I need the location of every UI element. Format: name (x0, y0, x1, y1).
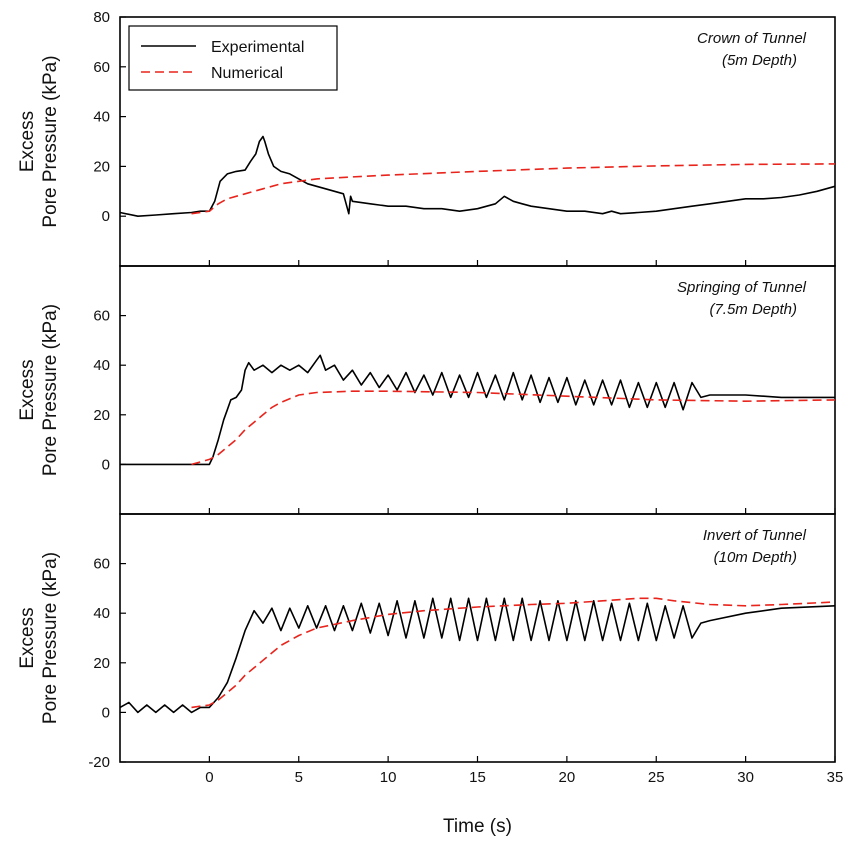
y-tick-label: 20 (93, 655, 110, 672)
x-tick-label: 35 (827, 769, 844, 786)
series-line-experimental (119, 135, 836, 217)
y-tick-label: 20 (93, 407, 110, 424)
y-tick-label: 60 (93, 59, 110, 76)
y-tick-label: 80 (93, 9, 110, 26)
y-axis-title-line1: Excess (17, 111, 38, 172)
y-tick-label: 40 (93, 605, 110, 622)
panel-annotation-depth: (7.5m Depth) (709, 301, 797, 318)
x-tick-label: 20 (559, 769, 576, 786)
x-tick-label: 5 (295, 769, 303, 786)
panel-annotation-title: Springing of Tunnel (677, 279, 807, 296)
panel-annotation-title: Crown of Tunnel (697, 30, 807, 47)
y-tick-label: 60 (93, 556, 110, 573)
panel-annotation-title: Invert of Tunnel (703, 527, 807, 544)
y-tick-label: 0 (102, 208, 110, 225)
x-axis-title: Time (s) (443, 816, 512, 837)
series-line-experimental (120, 354, 835, 466)
y-axis-title-line1: Excess (17, 359, 38, 420)
series-line-numerical (191, 597, 836, 709)
y-tick-label: 0 (102, 456, 110, 473)
series-line-numerical (191, 390, 836, 466)
series-line-numerical (191, 163, 836, 215)
panel-annotation-depth: (10m Depth) (714, 549, 797, 566)
series-line-experimental (119, 597, 836, 714)
y-tick-label: 20 (93, 158, 110, 175)
y-axis-title-line1: Excess (17, 607, 38, 668)
x-tick-label: 15 (469, 769, 486, 786)
legend-label-numerical: Numerical (211, 65, 283, 82)
legend-label-experimental: Experimental (211, 39, 304, 56)
y-axis-title-line2: Pore Pressure (kPa) (40, 55, 61, 227)
y-tick-label: 40 (93, 109, 110, 126)
y-tick-label: 0 (102, 704, 110, 721)
y-tick-label: 40 (93, 357, 110, 374)
x-tick-label: 0 (205, 769, 213, 786)
x-tick-label: 25 (648, 769, 665, 786)
y-tick-label: -20 (88, 754, 110, 771)
y-axis-title-line2: Pore Pressure (kPa) (40, 552, 61, 724)
legend-box (128, 25, 338, 91)
y-axis-title-line2: Pore Pressure (kPa) (40, 304, 61, 476)
x-tick-label: 30 (737, 769, 754, 786)
y-tick-label: 60 (93, 308, 110, 325)
panel-annotation-depth: (5m Depth) (722, 52, 797, 69)
x-tick-label: 10 (380, 769, 397, 786)
